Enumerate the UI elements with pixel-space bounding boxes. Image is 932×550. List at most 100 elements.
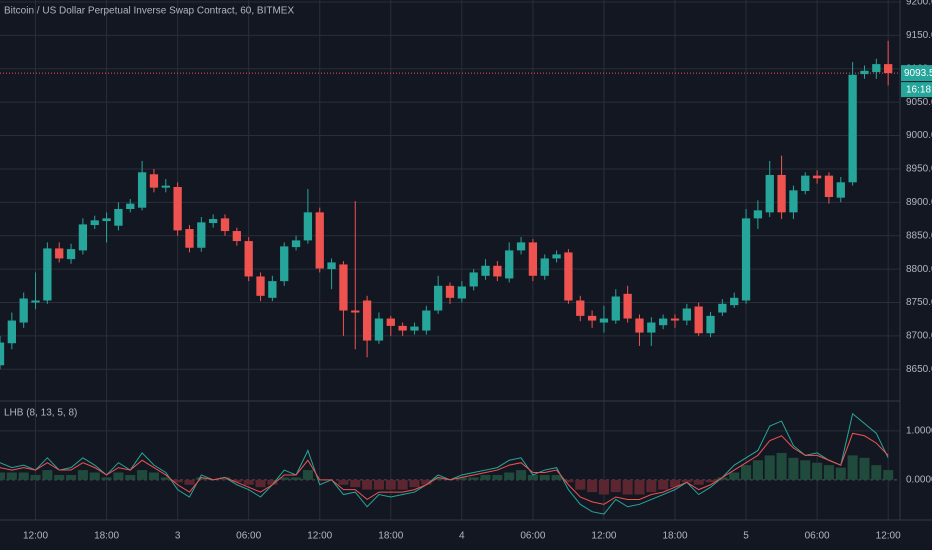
histogram-bar — [196, 477, 207, 480]
indicator-line — [0, 412, 889, 515]
candle-body — [457, 286, 466, 299]
x-tick-label: 4 — [459, 531, 465, 542]
histogram-bar — [598, 479, 609, 495]
candle-body — [884, 64, 893, 74]
histogram-bar — [823, 465, 834, 480]
candle-body — [623, 293, 632, 319]
y-tick-label: 8850.0 — [906, 230, 932, 241]
histogram-bar — [385, 479, 396, 490]
candle-body — [315, 212, 324, 269]
candle-body — [848, 74, 857, 183]
candle-body — [114, 209, 123, 226]
candle-body — [659, 318, 668, 326]
histogram-bar — [113, 472, 124, 480]
histogram-bar — [800, 460, 811, 480]
histogram-bar — [492, 474, 503, 480]
candle-body — [801, 175, 810, 191]
marks — [0, 40, 894, 515]
candle-body — [185, 229, 194, 248]
candle-body — [611, 296, 620, 321]
histogram-bar — [587, 479, 598, 493]
histogram-bar — [504, 472, 515, 480]
candle-body — [718, 303, 727, 313]
labels: 12:00 18:00 3 06:00 12:00 18:00 4 06:00 12:00 18:… — [23, 0, 932, 542]
candle-body — [197, 222, 206, 248]
histogram-bar — [77, 470, 88, 480]
chart-title: Bitcoin / US Dollar Perpetual Inverse Sw… — [4, 6, 294, 17]
candle-body — [789, 190, 798, 213]
histogram-bar — [54, 474, 65, 480]
candle-body — [836, 182, 845, 198]
candle-body — [682, 308, 691, 321]
indicator-title: LHB (8, 13, 5, 8) — [4, 408, 77, 419]
candle-body — [55, 248, 64, 259]
candle-body — [280, 246, 289, 282]
candle-body — [220, 218, 230, 232]
candle-body — [398, 325, 407, 331]
candle-body — [765, 174, 774, 213]
candle-body — [564, 252, 573, 301]
histogram-bar — [634, 479, 645, 495]
histogram-bar — [30, 474, 41, 480]
candle-body — [78, 224, 88, 251]
candle-body — [540, 258, 549, 276]
candle-body — [102, 218, 111, 222]
histogram-bar — [705, 479, 716, 483]
histogram-bar — [551, 474, 562, 480]
x-tick-label: 12:00 — [876, 531, 901, 542]
candle-body — [481, 265, 490, 276]
histogram-bar — [243, 479, 254, 485]
candle-body — [351, 310, 360, 313]
candle-body — [126, 203, 135, 210]
y-tick-label: 9000.0 — [906, 130, 932, 141]
histogram-bar — [468, 477, 479, 480]
histogram-bar — [741, 465, 752, 480]
candle-body — [410, 326, 419, 331]
histogram-bar — [42, 470, 53, 480]
candle-body — [256, 276, 265, 296]
y-tick-label: 9200.0 — [906, 0, 932, 8]
candle-body — [137, 172, 147, 208]
candle-body — [149, 174, 159, 188]
histogram-bar — [835, 467, 846, 480]
indicator-line — [0, 432, 889, 505]
histogram-bar — [527, 474, 538, 480]
candle-body — [7, 320, 16, 344]
candle-body — [587, 315, 597, 321]
candle-body — [635, 318, 644, 333]
x-tick-label: 3 — [175, 531, 181, 542]
candle-body — [374, 318, 384, 341]
histogram-bar — [89, 472, 100, 480]
histogram-bar — [539, 474, 550, 480]
y-tick-label: 8650.0 — [906, 364, 932, 375]
y-tick-label: 8700.0 — [906, 331, 932, 342]
histogram-bar — [729, 472, 740, 480]
y-tick-label: 9050.0 — [906, 97, 932, 108]
histogram-bar — [433, 477, 444, 480]
histogram-bar — [871, 465, 882, 480]
candle-body — [268, 281, 277, 298]
histogram-bar — [279, 477, 290, 480]
candle-body — [824, 175, 834, 197]
histogram-bar — [658, 479, 669, 490]
histogram-bar — [847, 455, 858, 480]
histogram-bar — [717, 477, 728, 480]
histogram-bar — [338, 479, 349, 485]
candle-body — [647, 322, 656, 333]
x-tick-label: 12:00 — [591, 531, 616, 542]
histogram-bar — [693, 479, 704, 485]
candle-body — [505, 250, 514, 279]
histogram-bar — [883, 470, 894, 480]
histogram-bar — [137, 470, 148, 480]
histogram-bar — [362, 479, 373, 490]
candle-body — [327, 262, 336, 270]
candle-body — [43, 248, 52, 301]
candle-body — [694, 306, 703, 334]
candle-body — [303, 212, 313, 241]
candle-body — [422, 310, 431, 331]
x-tick-label: 18:00 — [378, 531, 403, 542]
x-tick-label: 06:00 — [805, 531, 830, 542]
